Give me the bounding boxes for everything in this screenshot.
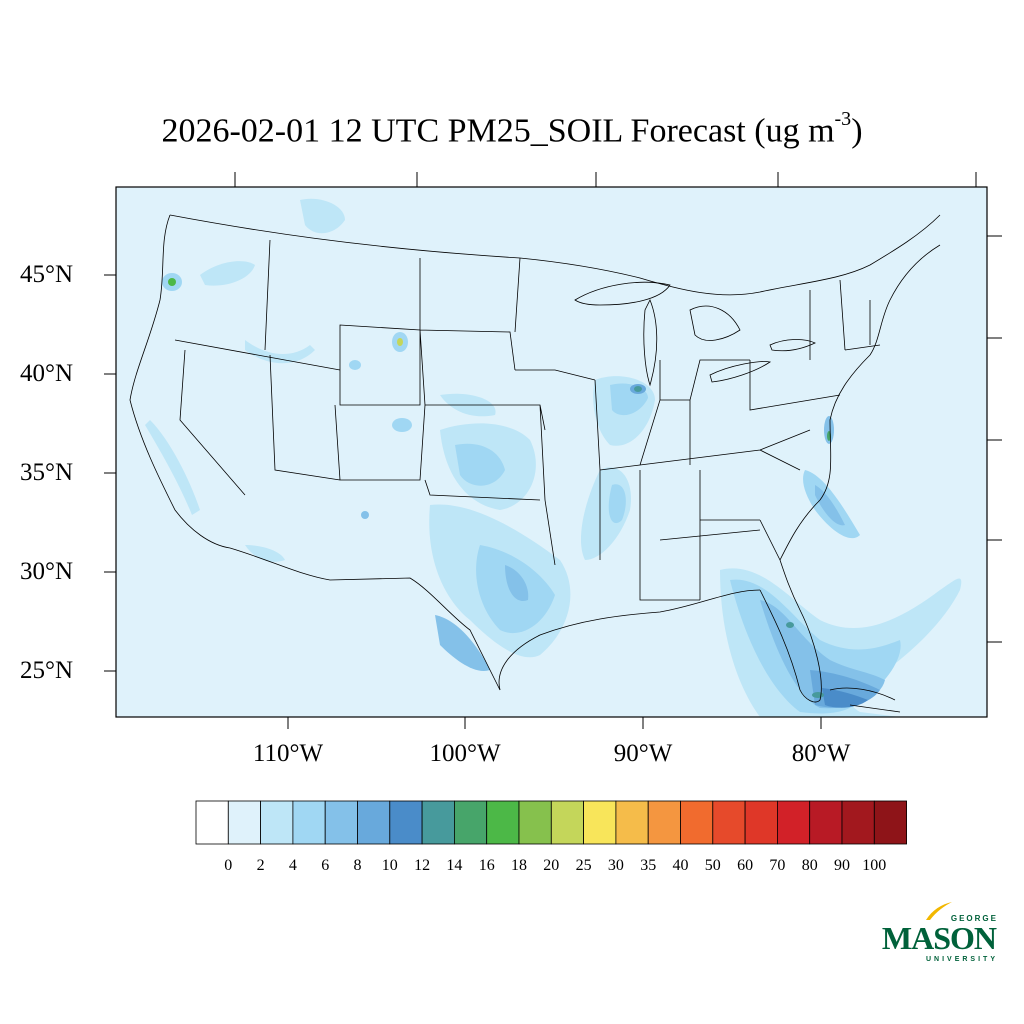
colorbar-tick-label: 80	[801, 857, 818, 874]
lat-label-45: 45°N	[20, 261, 74, 288]
colorbar-tick-label: 12	[414, 857, 431, 874]
colorbar-swatch	[744, 800, 778, 845]
colorbar-tick-label: 14	[446, 857, 463, 874]
colorbar-tick-label: 25	[575, 857, 592, 874]
lake-michigan	[643, 299, 658, 387]
map-ticks	[104, 172, 1002, 729]
colorbar-swatch	[841, 800, 875, 845]
logo-swoosh-icon	[926, 902, 952, 920]
pacific-coast	[129, 214, 231, 549]
colorbar-tick-label: 30	[607, 857, 624, 874]
colorbar-swatch	[486, 800, 520, 845]
map-title: 2026-02-01 12 UTC PM25_SOIL Forecast (ug…	[0, 108, 1024, 150]
lat-label-35: 35°N	[20, 459, 74, 486]
colorbar-swatch	[777, 800, 811, 845]
colorbar-swatch	[550, 800, 584, 845]
colorbar-swatch	[292, 800, 326, 845]
colorbar-swatch	[357, 800, 391, 845]
colorbar-swatch	[647, 800, 681, 845]
mexico-border	[229, 547, 501, 691]
lake-ontario	[769, 339, 816, 352]
colorbar-swatch	[518, 800, 552, 845]
gmu-logo: GEORGE MASON UNIVERSITY	[882, 900, 998, 970]
colorbar-tick-label: 40	[672, 857, 689, 874]
lake-erie	[709, 361, 772, 383]
lat-label-30: 30°N	[20, 558, 74, 585]
lat-label-40: 40°N	[20, 360, 74, 387]
atlantic-coast	[779, 244, 941, 561]
canada-border	[169, 214, 941, 296]
boundaries	[129, 214, 941, 713]
lon-label-110w: 110°W	[252, 740, 324, 767]
lon-label-80w: 80°W	[791, 740, 851, 767]
concentration-field	[145, 198, 962, 717]
map-frame	[115, 186, 988, 718]
colorbar-tick-label: 70	[769, 857, 786, 874]
logo-george: GEORGE	[950, 914, 998, 923]
colorbar-swatch	[873, 800, 907, 845]
lon-label-100w: 100°W	[429, 740, 501, 767]
colorbar-tick-label: 2	[256, 857, 265, 874]
title-superscript: -3	[834, 108, 852, 130]
colorbar-tick-label: 0	[224, 857, 233, 874]
colorbar-tick-label: 8	[353, 857, 362, 874]
colorbar-swatch	[195, 800, 229, 845]
colorbar-swatch	[583, 800, 617, 845]
lat-label-25: 25°N	[20, 657, 74, 684]
logo-mason: MASON	[881, 920, 997, 956]
colorbar-tick-label: 90	[834, 857, 850, 874]
colorbar-swatch	[680, 800, 714, 845]
colorbar-tick-label: 50	[704, 857, 721, 874]
colorbar-swatch	[712, 800, 746, 845]
colorbar-swatch	[421, 800, 455, 845]
plume-bahamas-dark	[822, 688, 868, 708]
lon-label-90w: 90°W	[613, 740, 673, 767]
colorbar-tick-label: 18	[511, 857, 527, 874]
colorbar-swatch	[615, 800, 649, 845]
title-close: )	[851, 112, 863, 150]
colorbar-tick-label: 60	[737, 857, 754, 874]
colorbar-swatch	[809, 800, 843, 845]
colorbar-swatch	[389, 800, 423, 845]
colorbar-tick-label: 4	[288, 857, 297, 874]
florida	[759, 559, 822, 703]
title-text: 2026-02-01 12 UTC PM25_SOIL Forecast (ug…	[161, 112, 835, 150]
colorbar-tick-label: 6	[321, 857, 330, 874]
colorbar-tick-label: 16	[478, 857, 495, 874]
colorbar-swatch	[260, 800, 294, 845]
colorbar	[195, 800, 907, 845]
colorbar-tick-label: 100	[862, 857, 887, 874]
lake-huron	[689, 305, 741, 341]
colorbar-swatch	[453, 800, 488, 845]
logo-university: UNIVERSITY	[925, 956, 998, 963]
colorbar-tick-label: 35	[640, 857, 657, 874]
hotspot-chesapeake	[824, 416, 834, 444]
hotspot-florida-green	[812, 692, 824, 698]
gulf-coast	[498, 589, 761, 691]
colorbar-tick-label: 20	[543, 857, 560, 874]
colorbar-tick-label: 10	[381, 857, 398, 874]
colorbar-swatch	[227, 800, 261, 845]
colorbar-swatch	[324, 800, 358, 845]
lake-superior	[574, 281, 671, 306]
plume-california	[145, 420, 200, 515]
plume-idaho	[245, 340, 315, 364]
